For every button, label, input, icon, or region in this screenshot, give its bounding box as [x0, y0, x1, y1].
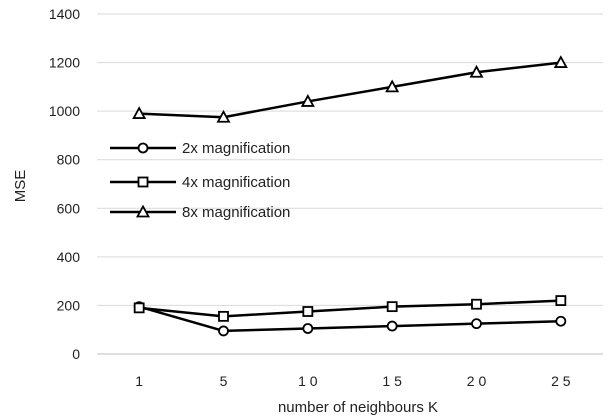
legend-marker [137, 142, 149, 154]
data-point [555, 315, 567, 327]
data-point [553, 55, 568, 68]
legend-item: 8x magnification [110, 204, 290, 221]
y-tick-label: 1200 [49, 55, 80, 71]
y-tick-label: 600 [57, 200, 81, 216]
data-point [386, 301, 398, 313]
data-point [469, 64, 484, 78]
x-axis-label: number of neighbours K [278, 399, 438, 416]
x-tick-label: 2 5 [551, 373, 571, 389]
legend-marker [135, 204, 151, 218]
x-tick-label: 5 [220, 373, 228, 389]
legend: 2x magnification 4x magnification 8x magni… [110, 140, 290, 221]
data-point [218, 310, 229, 322]
data-point [216, 109, 231, 123]
series-circle [133, 301, 567, 337]
data-point [302, 323, 314, 334]
legend-label: 8x magnification [182, 204, 290, 221]
y-axis-label: MSE [12, 170, 29, 203]
data-point [218, 325, 229, 337]
series-line [138, 305, 561, 333]
x-tick-labels: 1 5 1 0 1 5 2 0 2 5 [135, 373, 571, 389]
series-triangle [132, 55, 568, 123]
legend-item: 2x magnification [110, 140, 290, 157]
data-point [555, 295, 567, 306]
data-point [132, 106, 147, 119]
series-line [139, 299, 561, 318]
x-tick-label: 1 5 [382, 373, 402, 389]
y-tick-label: 1400 [49, 6, 80, 22]
grid-lines [97, 13, 603, 306]
legend-marker [137, 176, 149, 188]
x-tick-label: 1 [135, 373, 143, 389]
data-point [300, 94, 315, 107]
data-point [385, 79, 400, 93]
data-point [133, 302, 145, 314]
data-point [471, 318, 482, 330]
y-tick-label: 400 [57, 249, 81, 265]
data-point [386, 320, 398, 332]
y-tick-label: 1000 [49, 103, 80, 119]
series-square [133, 295, 567, 322]
legend-item: 4x magnification [110, 174, 290, 191]
legend-label: 4x magnification [182, 174, 290, 191]
data-point [471, 298, 482, 310]
y-tick-labels: 0 200 400 600 800 1000 1200 1400 [49, 6, 80, 362]
y-tick-label: 800 [57, 152, 81, 168]
data-point [302, 306, 314, 317]
y-tick-label: 0 [72, 346, 80, 362]
series [132, 55, 568, 337]
x-tick-label: 2 0 [467, 373, 487, 389]
series-line [139, 61, 561, 119]
y-tick-label: 200 [57, 297, 81, 313]
x-tick-label: 1 0 [298, 373, 318, 389]
legend-label: 2x magnification [182, 140, 290, 157]
